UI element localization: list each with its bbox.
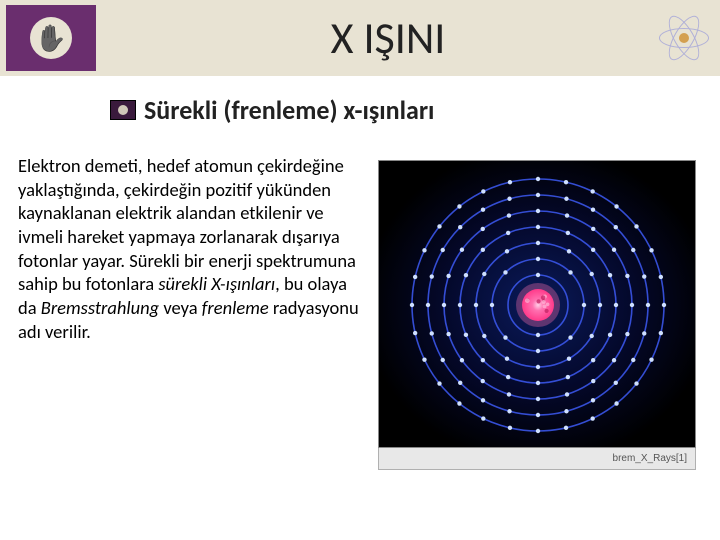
atom-svg <box>379 161 696 448</box>
slide-header: X IŞINI <box>0 0 720 76</box>
diagram-caption: brem_X_Rays[1] <box>378 448 696 470</box>
diagram-column: brem_X_Rays[1] <box>378 160 696 470</box>
content-row: Elektron demeti, hedef atomun çekirdeğin… <box>0 154 720 470</box>
subtitle-row: Sürekli (frenleme) x-ışınları <box>110 94 720 126</box>
atom-diagram <box>378 160 696 448</box>
xray-bullet-icon <box>110 100 136 120</box>
body-paragraph: Elektron demeti, hedef atomun çekirdeğin… <box>18 154 368 470</box>
subtitle-text: Sürekli (frenleme) x-ışınları <box>144 94 434 126</box>
xray-hand-icon <box>6 5 96 71</box>
atom-orbit-icon <box>656 10 712 66</box>
slide-title: X IŞINI <box>96 11 720 65</box>
